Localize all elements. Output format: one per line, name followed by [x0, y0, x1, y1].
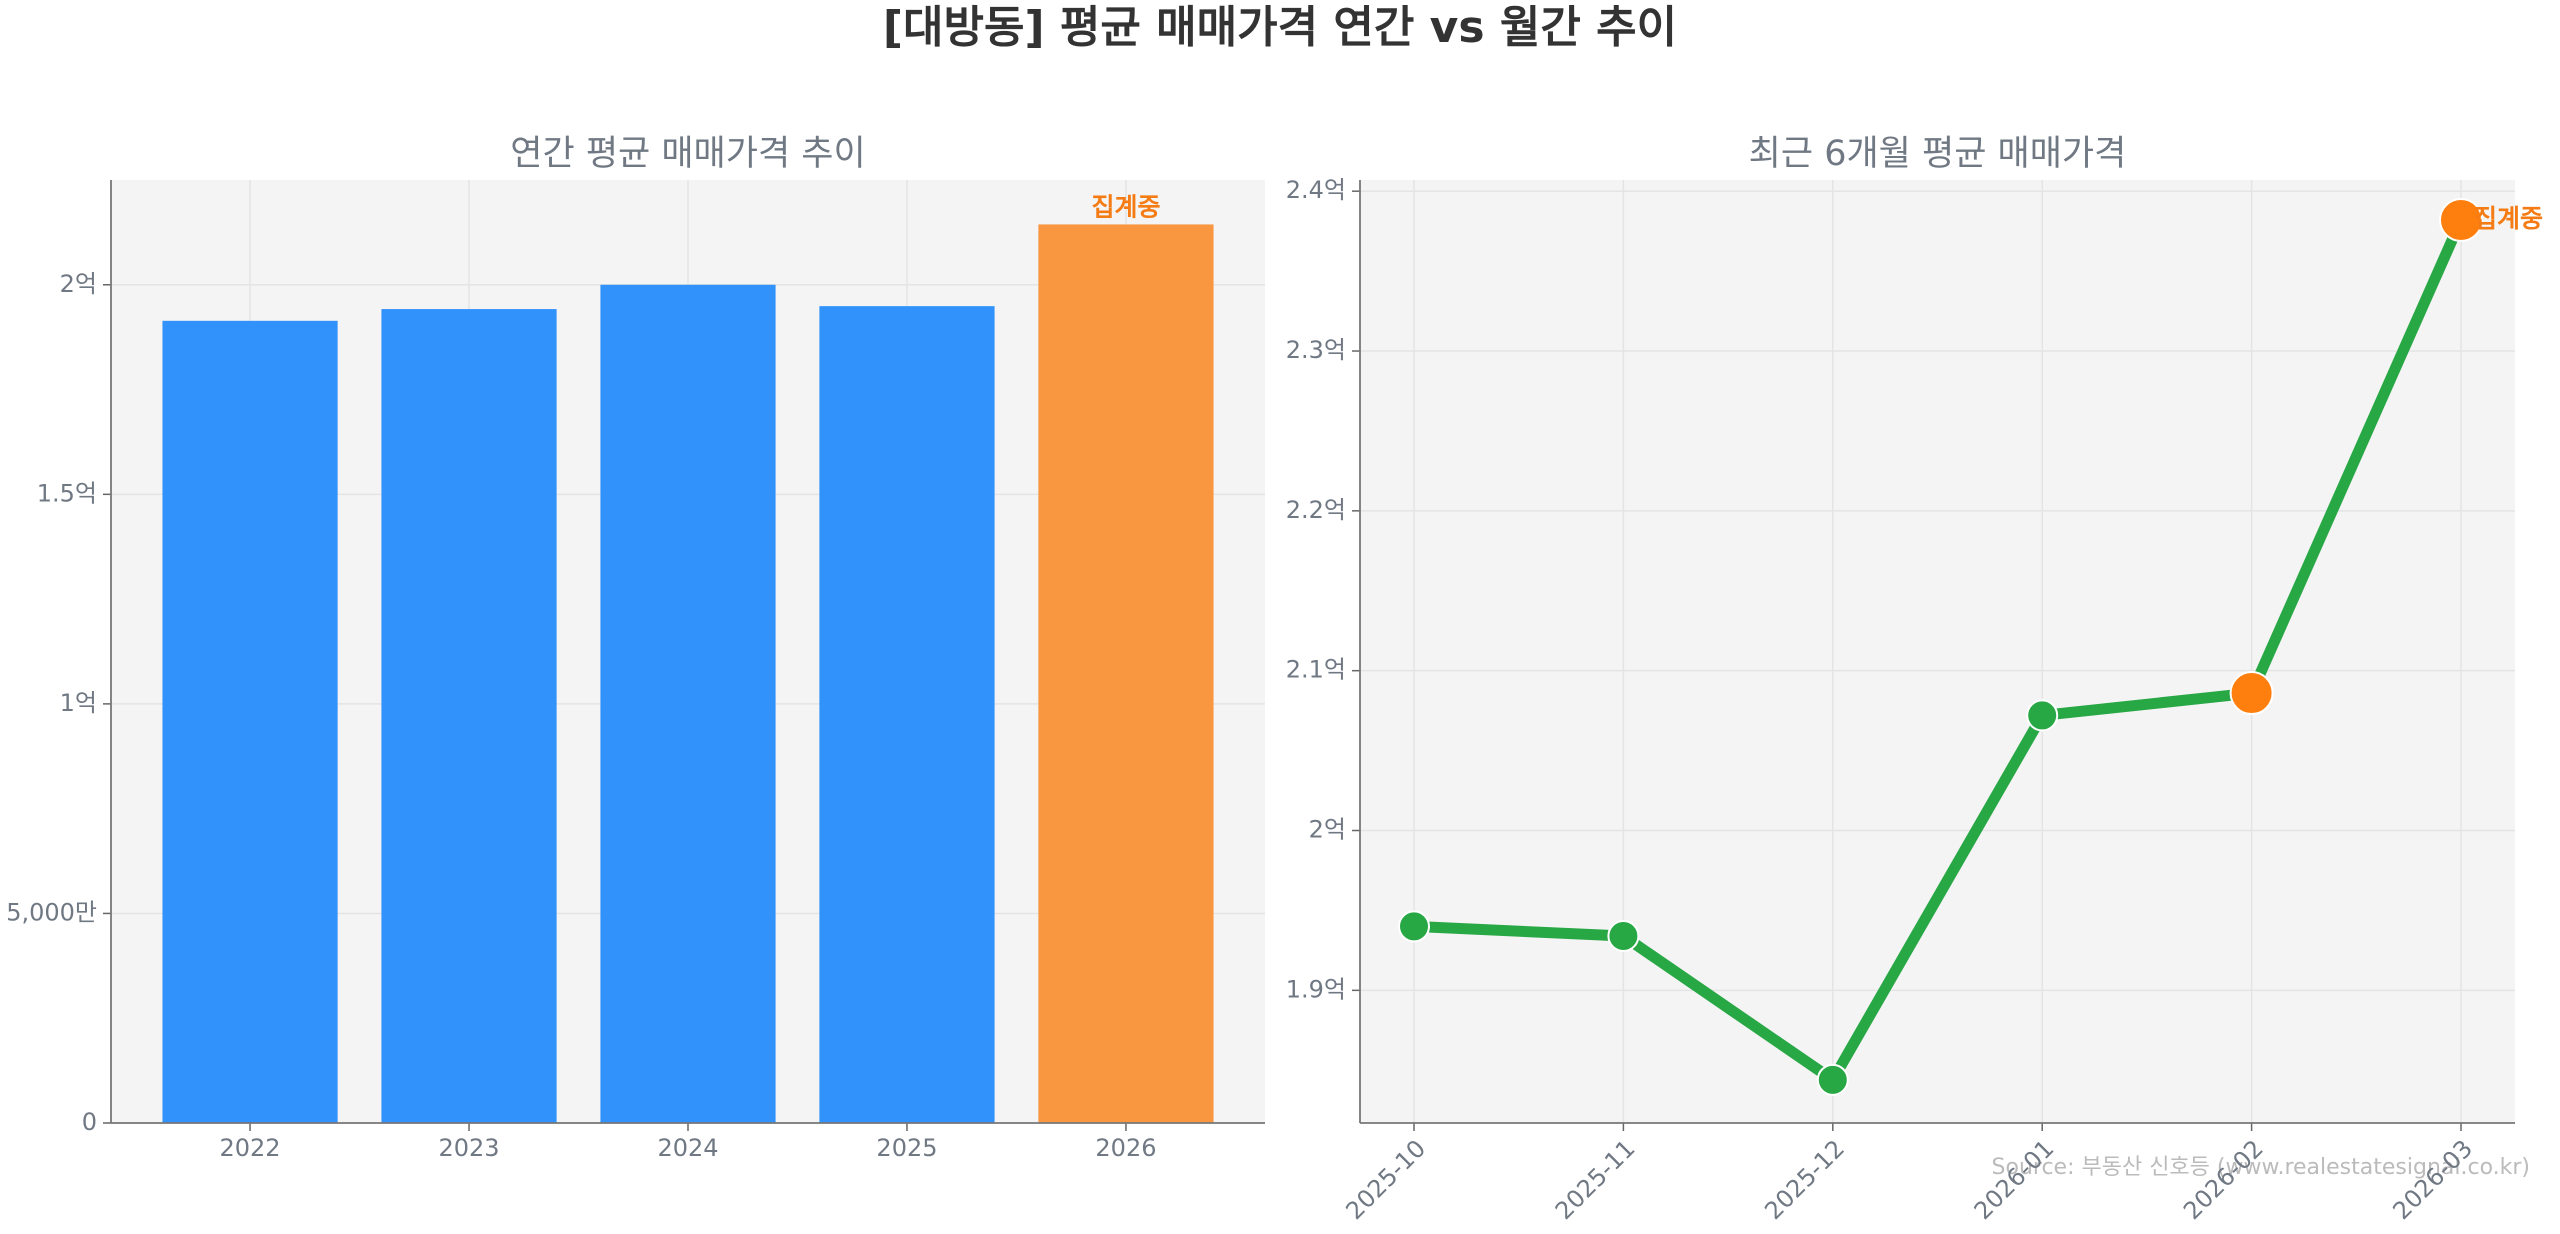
point: [1816, 1063, 1849, 1096]
x-tick-label: 2023: [438, 1134, 499, 1162]
bar: [1038, 224, 1214, 1123]
chart-title: 최근 6개월 평균 매매가격: [1749, 134, 2127, 174]
annotation: 집계중: [2474, 204, 2543, 233]
line: [1413, 217, 2467, 1086]
y-tick-label: 1억: [60, 689, 97, 717]
x-tick-label: 2024: [657, 1134, 718, 1162]
point: [1607, 919, 1640, 952]
point: [2439, 197, 2483, 242]
y-tick-label: 2억: [60, 270, 97, 298]
y-tick-label: 1.9억: [1286, 975, 1346, 1003]
y-tick-label: 5,000만: [6, 898, 97, 926]
annotation: 집계중: [1091, 192, 1160, 221]
x-tick-label: 2022: [220, 1134, 281, 1162]
bar: [600, 284, 776, 1123]
x-tick-label: 2025-10: [1340, 1134, 1431, 1225]
bar: [381, 309, 557, 1124]
point: [2229, 671, 2274, 716]
x-tick-label: 2025: [876, 1134, 937, 1162]
figure-title: [대방동] 평균 매매가격 연간 vs 월간 추이: [883, 2, 1677, 53]
x-tick-label: 2025-12: [1759, 1134, 1850, 1225]
y-tick-label: 2.4억: [1286, 176, 1346, 204]
y-tick-label: 2억: [1309, 816, 1346, 844]
point: [2026, 699, 2059, 732]
point: [1398, 910, 1430, 943]
plot-background: [1360, 180, 2515, 1123]
y-tick-label: 2.1억: [1286, 656, 1346, 684]
bar: [819, 306, 995, 1123]
y-tick-label: 2.3억: [1286, 336, 1346, 364]
y-tick-label: 2.2억: [1286, 496, 1346, 524]
source-note: Source: 부동산 신호등 (www.realestatesignal.co…: [1992, 1155, 2530, 1180]
y-tick-label: 0: [82, 1108, 97, 1136]
x-tick-label: 2026: [1095, 1134, 1156, 1162]
y-tick-label: 1.5억: [37, 479, 97, 507]
chart-title: 연간 평균 매매가격 추이: [510, 134, 865, 174]
bar: [162, 320, 338, 1124]
x-tick-label: 2025-11: [1550, 1134, 1641, 1225]
